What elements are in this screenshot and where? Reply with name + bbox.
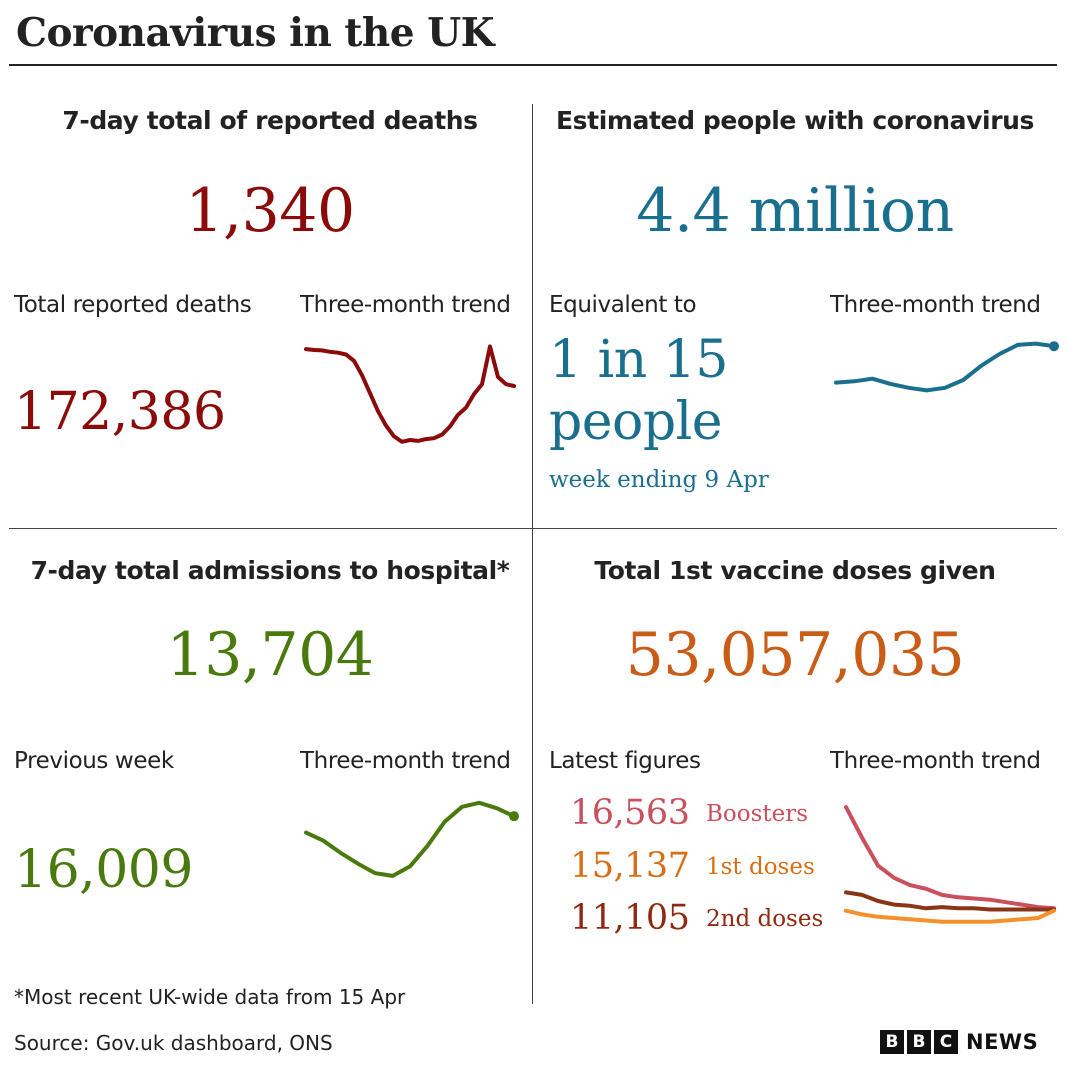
first-doses-trend-line (844, 890, 1056, 912)
infections-equiv-label: Equivalent to (549, 292, 697, 318)
hospital-trend-line (304, 800, 516, 878)
infections-equiv-line1: 1 in 15 (549, 330, 728, 390)
infections-trend-line-end-dot (1049, 341, 1059, 352)
hospital-trend-line-end-dot (509, 811, 519, 822)
vaccine-heading: Total 1st vaccine doses given (594, 556, 996, 585)
hospital-trend-label: Three-month trend (300, 748, 511, 774)
infections-trend-label: Three-month trend (830, 292, 1041, 318)
source-note: Source: Gov.uk dashboard, ONS (14, 1031, 333, 1055)
deaths-trend-line (304, 344, 516, 444)
deaths-total-value: 172,386 (14, 382, 226, 442)
boosters-value: 16,563 (570, 793, 690, 833)
deaths-heading: 7-day total of reported deaths (62, 106, 478, 135)
hospital-value: 13,704 (166, 620, 374, 690)
infections-week-note: week ending 9 Apr (549, 467, 769, 493)
hospital-trend-chart (304, 800, 519, 878)
logo-letter: C (934, 1030, 958, 1054)
hospital-prev-value: 16,009 (14, 840, 193, 900)
bbc-news-logo: B B C NEWS (880, 1030, 1038, 1054)
infections-heading: Estimated people with coronavirus (555, 106, 1034, 135)
page-title: Coronavirus in the UK (16, 10, 495, 56)
deaths-trend-label: Three-month trend (300, 292, 511, 318)
deaths-value: 1,340 (185, 176, 355, 246)
vaccine-trend-label: Three-month trend (830, 748, 1041, 774)
boosters-label: Boosters (706, 801, 809, 827)
second-doses-trend-line (844, 908, 1056, 924)
title-rule (9, 64, 1057, 66)
hospital-heading: 7-day total admissions to hospital* (30, 556, 510, 585)
deaths-total-label: Total reported deaths (14, 292, 252, 318)
vertical-divider (532, 104, 533, 1004)
horizontal-divider (9, 528, 1057, 529)
logo-news: NEWS (966, 1030, 1039, 1054)
second-doses-value: 11,105 (570, 898, 690, 938)
deaths-trend-chart (304, 344, 516, 444)
vaccine-value: 53,057,035 (625, 620, 965, 690)
infections-value: 4.4 million (636, 176, 954, 246)
second-doses-label: 2nd doses (706, 906, 824, 932)
first-doses-value: 15,137 (570, 846, 690, 886)
boosters-trend-line (844, 805, 1056, 911)
hospital-prev-label: Previous week (14, 748, 174, 774)
infections-trend-line (834, 341, 1056, 393)
logo-letter: B (907, 1030, 931, 1054)
logo-letter: B (880, 1030, 904, 1054)
infections-trend-chart (834, 341, 1059, 393)
first-doses-label: 1st doses (706, 854, 815, 880)
infections-equiv-line2: people (549, 392, 723, 452)
footnote: *Most recent UK-wide data from 15 Apr (14, 985, 406, 1009)
vaccine-latest-label: Latest figures (549, 748, 701, 774)
vaccine-trend-chart (844, 805, 1056, 924)
